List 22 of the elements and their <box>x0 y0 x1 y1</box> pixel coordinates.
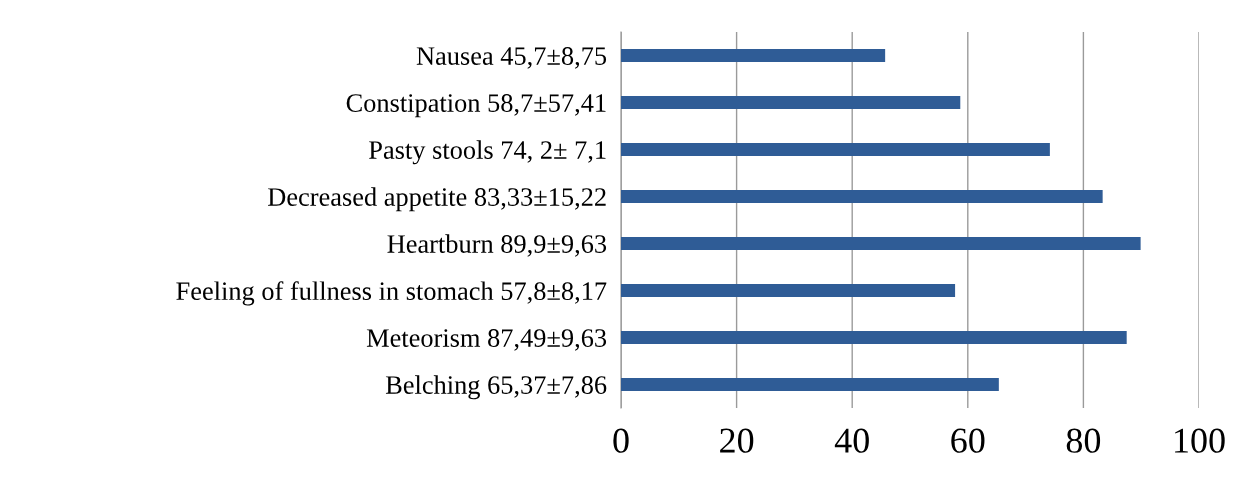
x-tick-label: 20 <box>720 428 754 453</box>
y-tick-label: Nausea 45,7±8,75 <box>416 47 607 69</box>
y-tick-label: Pasty stools 74, 2± 7,1 <box>369 140 606 165</box>
y-tick-label: Constipation 58,7±57,41 <box>346 94 606 118</box>
bar <box>621 189 1103 204</box>
y-tick-label: Feeling of fullness in stomach 57,8±8,17 <box>176 281 607 306</box>
x-tick-label: 60 <box>951 428 985 453</box>
y-tick-label: Decreased appetite 83,33±15,22 <box>268 187 606 212</box>
y-tick-label: Heartburn 89,9±9,63 <box>387 234 607 257</box>
bar <box>621 95 961 110</box>
x-tick-label: 80 <box>1066 428 1101 453</box>
bar <box>621 236 1141 251</box>
y-tick-label: Belching 65,37±7,86 <box>385 375 607 400</box>
bar <box>621 377 999 392</box>
bar <box>621 330 1127 345</box>
x-tick-label: 0 <box>613 428 629 453</box>
bar <box>621 48 886 63</box>
bar <box>621 283 956 298</box>
y-tick-label: Meteorism 87,49±9,63 <box>366 329 607 351</box>
x-tick-label: 100 <box>1175 428 1225 453</box>
bar <box>621 142 1050 157</box>
x-tick-label: 40 <box>834 428 869 453</box>
